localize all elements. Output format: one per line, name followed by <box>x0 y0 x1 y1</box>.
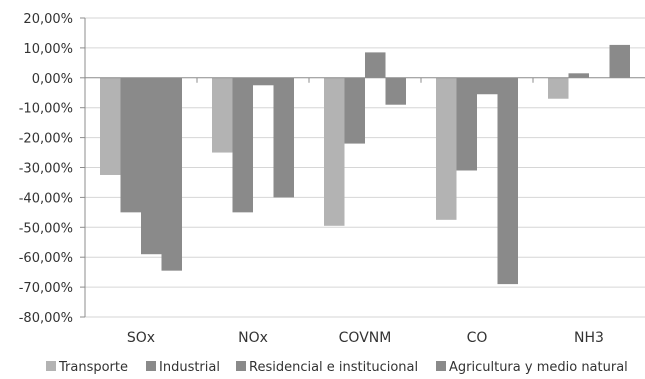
bar <box>548 77 569 99</box>
legend-swatch <box>236 361 246 371</box>
y-tick-label: -50,00% <box>19 221 73 236</box>
y-tick-label: -10,00% <box>19 102 73 117</box>
legend-label: Agricultura y medio natural <box>449 360 628 375</box>
bar <box>609 44 630 78</box>
bar <box>161 77 182 271</box>
bar <box>477 77 498 95</box>
y-tick-label: 10,00% <box>23 42 73 57</box>
bar <box>141 77 162 255</box>
bar <box>497 77 518 285</box>
y-tick-label: -60,00% <box>19 251 73 266</box>
category-label: SOx <box>127 330 155 346</box>
bar <box>120 77 141 213</box>
legend-label: Residencial e institucional <box>249 360 418 375</box>
y-tick-label: -70,00% <box>19 281 73 296</box>
bar <box>232 77 253 213</box>
y-tick-label: -80,00% <box>19 311 73 326</box>
y-tick-label: -30,00% <box>19 162 73 177</box>
bar <box>100 77 121 175</box>
bar <box>344 77 365 144</box>
category-labels: SOx NOx COVNM CO NH3 <box>127 330 604 346</box>
legend: Transporte Industrial Residencial e instit… <box>46 360 628 375</box>
category-label: NH3 <box>574 330 604 346</box>
y-tick-label: 20,00% <box>23 12 73 27</box>
bars <box>100 44 630 285</box>
legend-swatch <box>146 361 156 371</box>
bar <box>385 77 406 105</box>
bar <box>456 77 477 171</box>
legend-label: Transporte <box>58 360 128 375</box>
bar <box>568 73 589 78</box>
bar <box>436 77 457 220</box>
y-tick-label: 0,00% <box>32 72 73 87</box>
category-label: CO <box>467 330 488 346</box>
y-tick-label: -40,00% <box>19 191 73 206</box>
bar <box>324 77 345 226</box>
legend-swatch <box>46 361 56 371</box>
y-tick-labels: 20,00% 10,00% 0,00% -10,00% -20,00% -30,00% -4… <box>19 12 73 326</box>
bar <box>212 77 233 153</box>
axes <box>80 17 645 318</box>
category-label: NOx <box>238 330 268 346</box>
bar <box>273 77 294 198</box>
legend-label: Industrial <box>159 360 220 375</box>
y-tick-label: -20,00% <box>19 132 73 147</box>
bar <box>253 77 274 86</box>
category-label: COVNM <box>339 330 392 346</box>
legend-swatch <box>436 361 446 371</box>
bar <box>365 52 386 78</box>
